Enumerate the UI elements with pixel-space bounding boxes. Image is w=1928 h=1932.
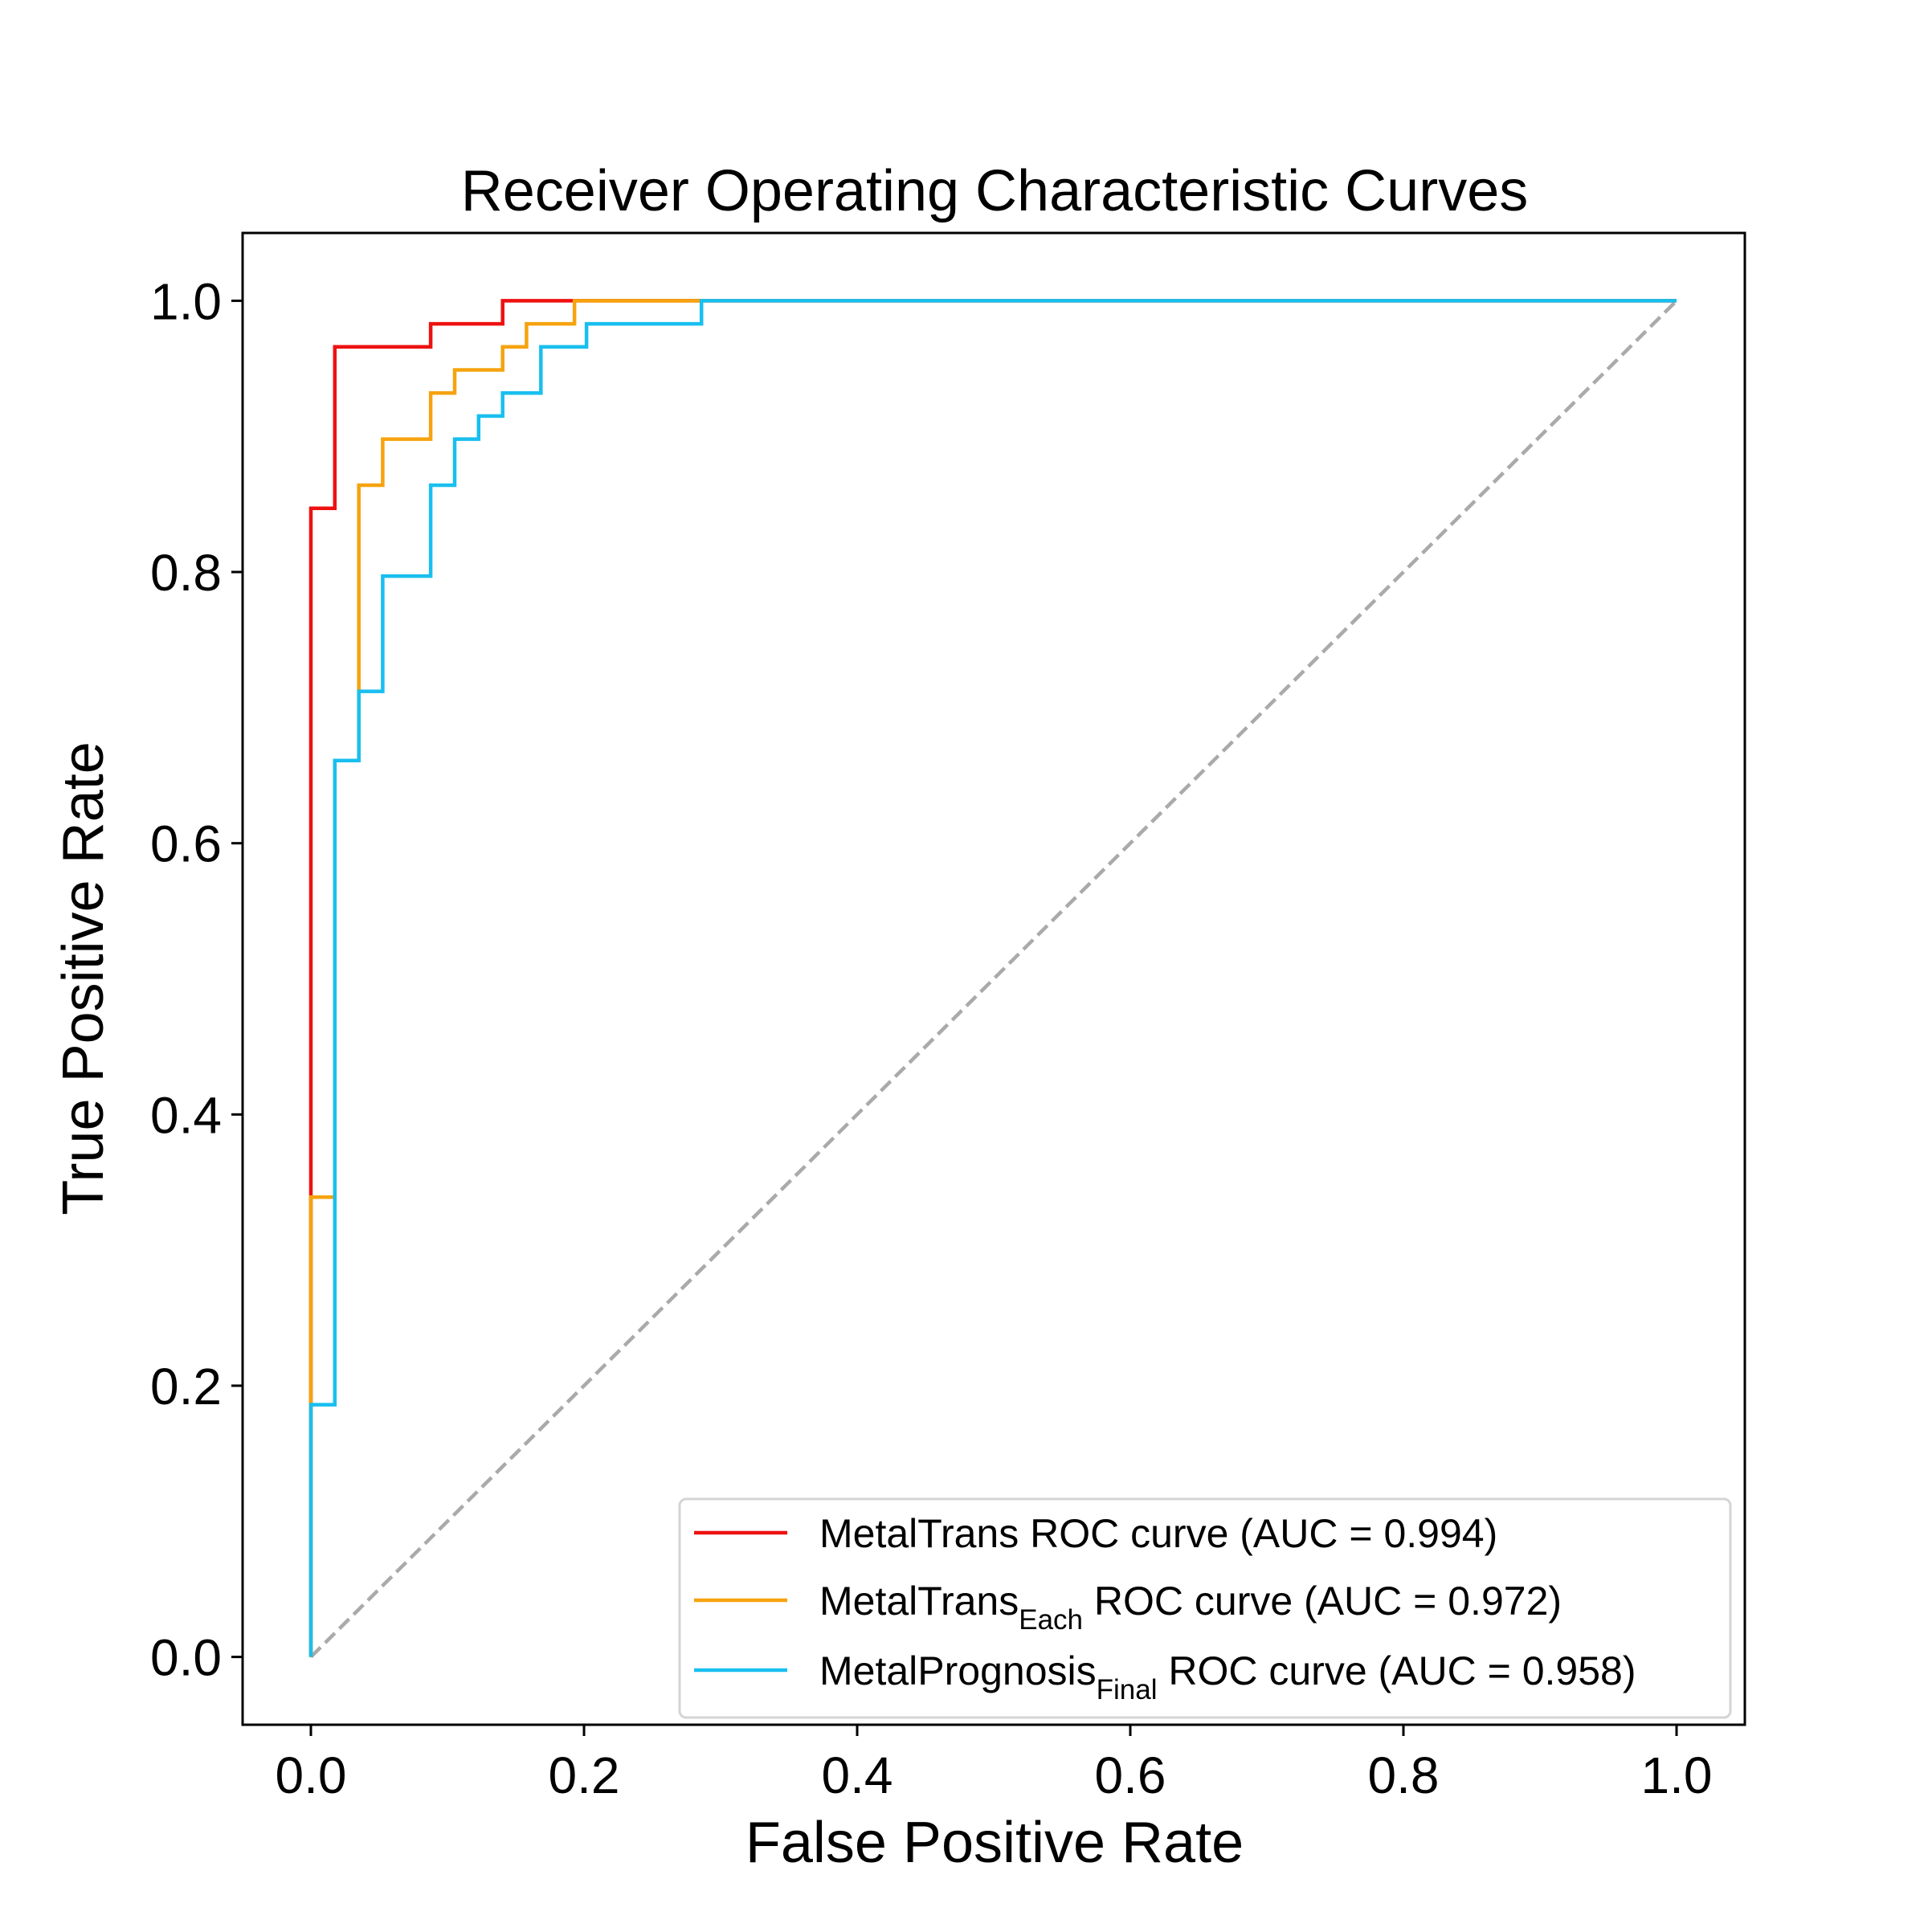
x-tick-label: 0.4 [822,1746,893,1804]
legend-entry-2: MetalTransEach ROC curve (AUC = 0.972) [819,1579,1562,1636]
y-axis-label: True Positive Rate [51,741,116,1215]
legend-box [678,1497,1732,1719]
y-tick-label: 0.0 [150,1629,222,1687]
x-tick-label: 0.6 [1095,1746,1166,1804]
x-axis: 0.0 0.2 0.4 0.6 0.8 1.0 [276,1725,1713,1804]
y-tick-label: 1.0 [150,272,222,330]
y-tick-label: 0.8 [150,544,222,602]
x-tick-label: 1.0 [1641,1746,1713,1804]
x-axis-label: False Positive Rate [745,1811,1244,1875]
legend: MetalTrans ROC curve (AUC = 0.994) MetalT… [678,1497,1732,1719]
series-line-1 [308,299,1677,1657]
y-axis: 0.0 0.2 0.4 0.6 0.8 1.0 [150,272,243,1687]
legend-entry-1: MetalTrans ROC curve (AUC = 0.994) [819,1511,1497,1556]
y-tick-label: 0.6 [150,815,222,873]
plot-area [241,231,1746,1726]
legend-entry-3: MetalPrognosisFinal ROC curve (AUC = 0.9… [819,1648,1636,1705]
plot-frame [241,231,1746,1726]
y-tick-label: 0.4 [150,1086,222,1144]
x-tick-label: 0.0 [276,1746,347,1804]
chart-title: Receiver Operating Characteristic Curves [461,159,1528,223]
y-tick-label: 0.2 [150,1358,222,1415]
x-tick-label: 0.8 [1368,1746,1440,1804]
series-line-3 [308,299,1677,1657]
x-tick-label: 0.2 [549,1746,620,1804]
